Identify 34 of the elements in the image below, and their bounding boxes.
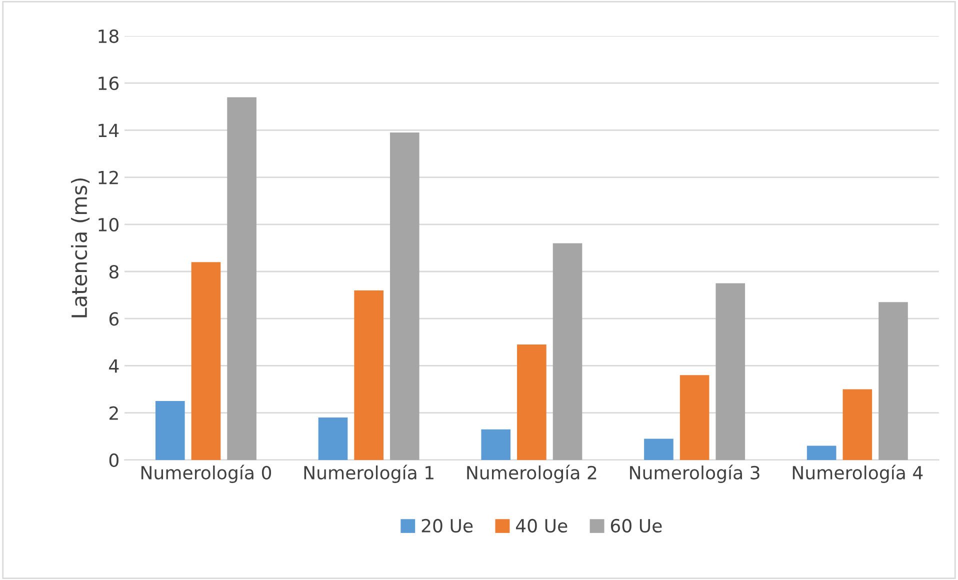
bar	[227, 97, 256, 460]
bar	[354, 290, 384, 460]
y-tick-label: 0	[109, 453, 118, 468]
x-tick-label: Numerología 3	[630, 464, 760, 483]
bar	[481, 429, 511, 460]
bar	[680, 375, 710, 460]
y-tick-label: 8	[109, 264, 118, 279]
bar	[644, 438, 674, 460]
bar	[716, 283, 746, 460]
y-tick-label: 18	[98, 29, 118, 44]
y-tick-label: 16	[98, 76, 119, 90]
bar	[155, 401, 185, 460]
bar	[390, 132, 420, 460]
x-tick-label: Numerología 1	[304, 464, 434, 483]
x-tick-label: Numerología 2	[467, 464, 596, 483]
y-axis-title: Latencia (ms)	[70, 178, 90, 318]
bar	[842, 389, 872, 460]
y-tick-label: 12	[98, 170, 118, 184]
y-tick-label: 10	[98, 218, 118, 232]
legend-label: 40 Ue	[516, 518, 568, 533]
bar	[878, 302, 908, 460]
bar	[318, 418, 348, 460]
x-tick-label: Numerología 0	[141, 464, 272, 483]
legend-label: 20 Ue	[422, 518, 473, 533]
x-tick-label: Numerología 4	[792, 464, 923, 483]
y-tick-label: 4	[109, 359, 119, 373]
legend-label: 60 Ue	[610, 518, 662, 533]
y-tick-label: 14	[98, 124, 119, 138]
y-tick-label: 2	[110, 406, 118, 420]
bar	[552, 243, 582, 460]
bar	[517, 344, 546, 460]
bar	[191, 262, 221, 460]
y-tick-label: 6	[109, 312, 119, 326]
bar	[806, 446, 836, 460]
